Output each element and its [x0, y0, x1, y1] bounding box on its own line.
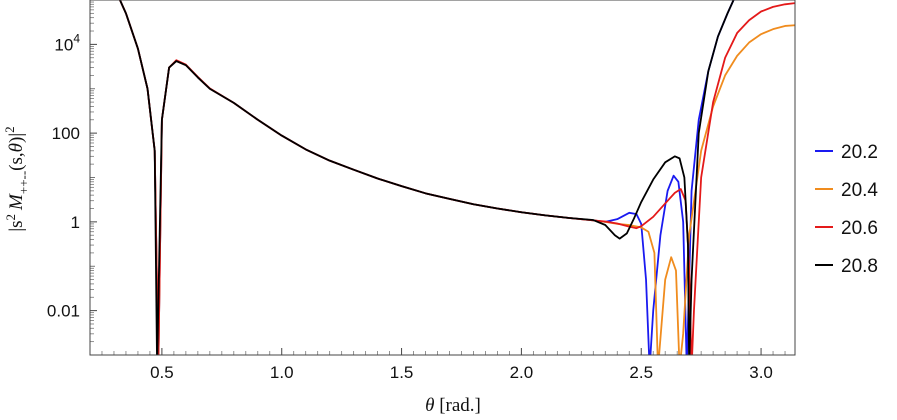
series-lines — [118, 0, 795, 355]
x-ticks: 0.5 1.0 1.5 2.0 2.5 3.0 — [101, 348, 786, 382]
x-tick-label: 1.0 — [270, 363, 294, 382]
ylabel-theta: θ — [6, 143, 27, 152]
ylabel-m: M — [6, 193, 27, 211]
x-tick-label: 3.0 — [749, 363, 773, 382]
y-tick-label: 1 — [71, 213, 80, 232]
plot-frame — [89, 0, 796, 356]
xlabel-theta: θ — [425, 395, 434, 416]
legend: 20.2 20.4 20.6 20.8 — [815, 142, 878, 277]
series-line-20-2 — [118, 0, 735, 355]
x-tick-label: 2.0 — [510, 363, 534, 382]
legend-label: 20.8 — [841, 256, 878, 277]
ylabel-open: |s — [6, 220, 27, 231]
x-axis-label: θ [rad.] — [425, 395, 481, 416]
y-tick-label: 100 — [52, 124, 80, 143]
ylabel-close: )| — [6, 133, 27, 143]
legend-label: 20.6 — [841, 218, 878, 239]
legend-label: 20.2 — [841, 142, 878, 163]
series-line-20-8 — [118, 0, 735, 355]
ylabel-args: (s, — [6, 152, 27, 170]
ylabel-sq: 2 — [2, 126, 17, 133]
y-tick-label: 0.01 — [47, 302, 80, 321]
ylabel-power: 2 — [3, 214, 18, 221]
svg-text:|s2M++--(s,θ)|2: |s2M++--(s,θ)|2 — [2, 126, 31, 231]
y-tick-label: 104 — [54, 31, 80, 54]
legend-label: 20.4 — [841, 180, 878, 201]
ylabel-sub: ++-- — [16, 171, 31, 194]
x-tick-label: 1.5 — [390, 363, 414, 382]
xlabel-unit: [rad.] — [439, 395, 481, 416]
x-tick-label: 2.5 — [629, 363, 653, 382]
x-tick-label: 0.5 — [150, 363, 174, 382]
y-ticks: 104 100 1 0.01 — [47, 0, 97, 356]
y-axis-label: |s2M++--(s,θ)|2 — [2, 126, 31, 231]
